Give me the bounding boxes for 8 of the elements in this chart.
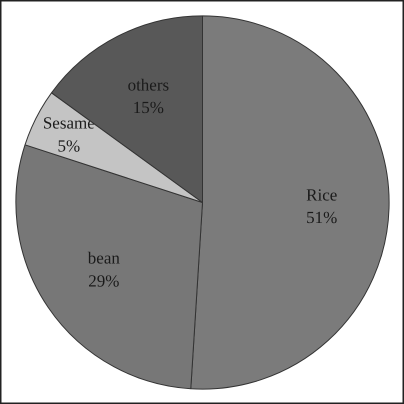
slice-label: bean xyxy=(88,248,120,268)
slice-label: Sesame xyxy=(42,113,95,132)
data-label: 29% xyxy=(88,271,120,290)
data-label: 5% xyxy=(57,136,80,156)
data-label: 15% xyxy=(132,98,164,118)
data-label: 51% xyxy=(306,208,338,228)
slice-label: Rice xyxy=(306,185,338,204)
slice-label: others xyxy=(128,75,170,94)
